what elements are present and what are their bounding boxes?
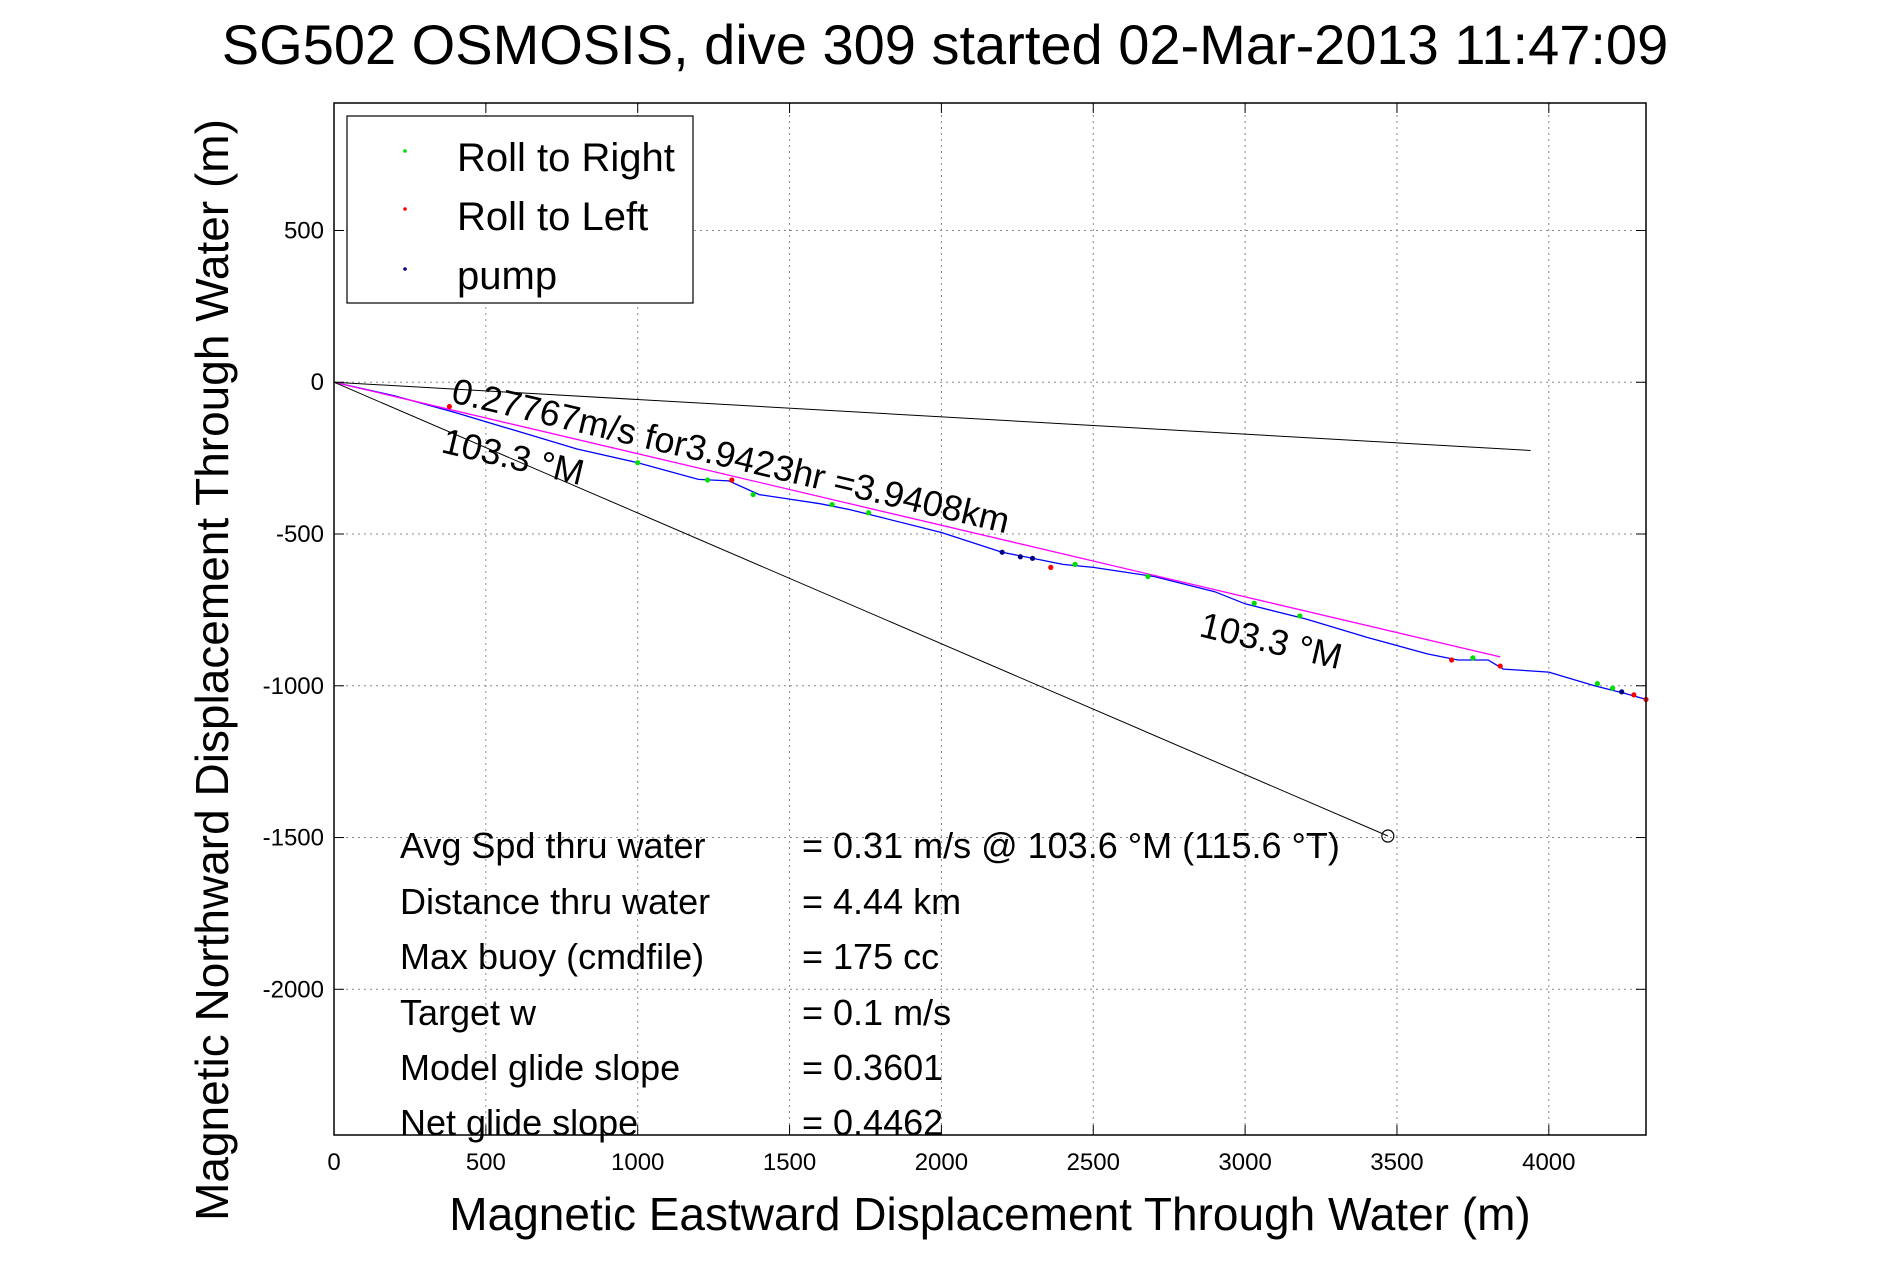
stat-value-distance: = 4.44 km — [802, 881, 961, 922]
marker-roll-to-right-10 — [1594, 681, 1601, 687]
marker-roll-to-left-2 — [1048, 564, 1054, 571]
marker-roll-to-right-4 — [865, 510, 872, 516]
stat-label-distance: Distance thru water — [400, 881, 710, 922]
stat-value-target-w: = 0.1 m/s — [802, 992, 951, 1033]
stat-label-target-w: Target w — [400, 992, 537, 1033]
reference-line-line-3 — [333, 381, 1389, 837]
stat-value-max-buoy: = 175 cc — [802, 936, 939, 977]
stat-value-model-glide: = 0.3601 — [802, 1047, 943, 1088]
marker-roll-to-right-11 — [1609, 685, 1616, 691]
legend-label-roll-left: Roll to Left — [457, 195, 648, 239]
reference-line-line-2 — [333, 381, 1531, 451]
x-axis-ticks: 0 500 1000 1500 2000 2500 3000 3500 4000 — [327, 103, 1576, 1176]
marker-roll-to-left-1 — [729, 477, 735, 483]
x-axis-label: Magnetic Eastward Displacement Through W… — [449, 1188, 1530, 1240]
marker-roll-to-right-0 — [635, 460, 641, 466]
marker-roll-to-right-9 — [1470, 655, 1476, 661]
stat-label-model-glide: Model glide slope — [400, 1047, 680, 1088]
legend: Roll to Right Roll to Left pump — [346, 115, 694, 304]
stats-block: Avg Spd thru water = 0.31 m/s @ 103.6 °M… — [400, 825, 1340, 1143]
x-tick-label-2: 1000 — [611, 1149, 664, 1176]
stat-label-avg-speed: Avg Spd thru water — [400, 825, 706, 866]
legend-marker-roll-right — [403, 149, 407, 153]
y-tick-label-0: 500 — [284, 217, 324, 244]
y-axis-ticks: 500 0 -500 -1000 -1500 -2000 — [263, 217, 1646, 1003]
y-axis-label: Magnetic Northward Displacement Through … — [186, 119, 238, 1221]
marker-roll-to-left-4 — [1497, 663, 1503, 669]
stat-label-net-glide: Net glide slope — [400, 1102, 638, 1143]
marker-roll-to-left-5 — [1631, 692, 1637, 698]
series-lines — [333, 381, 1647, 837]
stat-value-net-glide: = 0.4462 — [802, 1102, 943, 1143]
stat-value-avg-speed: = 0.31 m/s @ 103.6 °M (115.6 °T) — [802, 825, 1340, 866]
y-tick-label-2: -500 — [276, 521, 324, 548]
x-tick-label-1: 500 — [466, 1149, 506, 1176]
x-tick-label-7: 3500 — [1370, 1149, 1423, 1176]
marker-pump-1 — [1017, 554, 1023, 560]
legend-marker-roll-left — [403, 207, 407, 211]
y-tick-label-4: -1500 — [263, 825, 324, 852]
x-tick-label-0: 0 — [327, 1149, 340, 1176]
track-line-1 — [333, 381, 1501, 658]
marker-roll-to-right-5 — [1072, 561, 1078, 567]
marker-roll-to-right-1 — [704, 477, 711, 483]
x-tick-label-3: 1500 — [763, 1149, 816, 1176]
marker-pump-3 — [1619, 689, 1625, 695]
marker-roll-to-right-8 — [1297, 613, 1303, 619]
marker-pump-2 — [1029, 555, 1036, 561]
marker-roll-to-right-2 — [750, 491, 756, 498]
x-tick-label-4: 2000 — [915, 1149, 968, 1176]
x-tick-label-5: 2500 — [1067, 1149, 1120, 1176]
series-markers — [446, 403, 1649, 703]
plot-frame — [333, 102, 1647, 1136]
marker-roll-to-right-6 — [1145, 573, 1151, 580]
marker-roll-to-left-3 — [1449, 657, 1455, 663]
y-tick-label-1: 0 — [311, 369, 324, 396]
legend-label-roll-right: Roll to Right — [457, 136, 675, 180]
marker-pump-0 — [999, 549, 1005, 555]
legend-marker-pump — [403, 267, 407, 271]
y-tick-label-5: -2000 — [263, 976, 324, 1003]
x-tick-label-6: 3000 — [1218, 1149, 1271, 1176]
grid-lines — [334, 103, 1646, 1135]
marker-roll-to-right-3 — [829, 501, 835, 508]
x-tick-label-8: 4000 — [1522, 1149, 1575, 1176]
stat-label-max-buoy: Max buoy (cmdfile) — [400, 936, 704, 977]
chart-title: SG502 OSMOSIS, dive 309 started 02-Mar-2… — [222, 13, 1668, 76]
endpoint-circle — [1381, 829, 1395, 843]
y-tick-label-3: -1000 — [263, 673, 324, 700]
marker-roll-to-right-7 — [1251, 600, 1257, 606]
marker-roll-to-left-0 — [446, 403, 453, 410]
legend-label-pump: pump — [457, 254, 557, 298]
